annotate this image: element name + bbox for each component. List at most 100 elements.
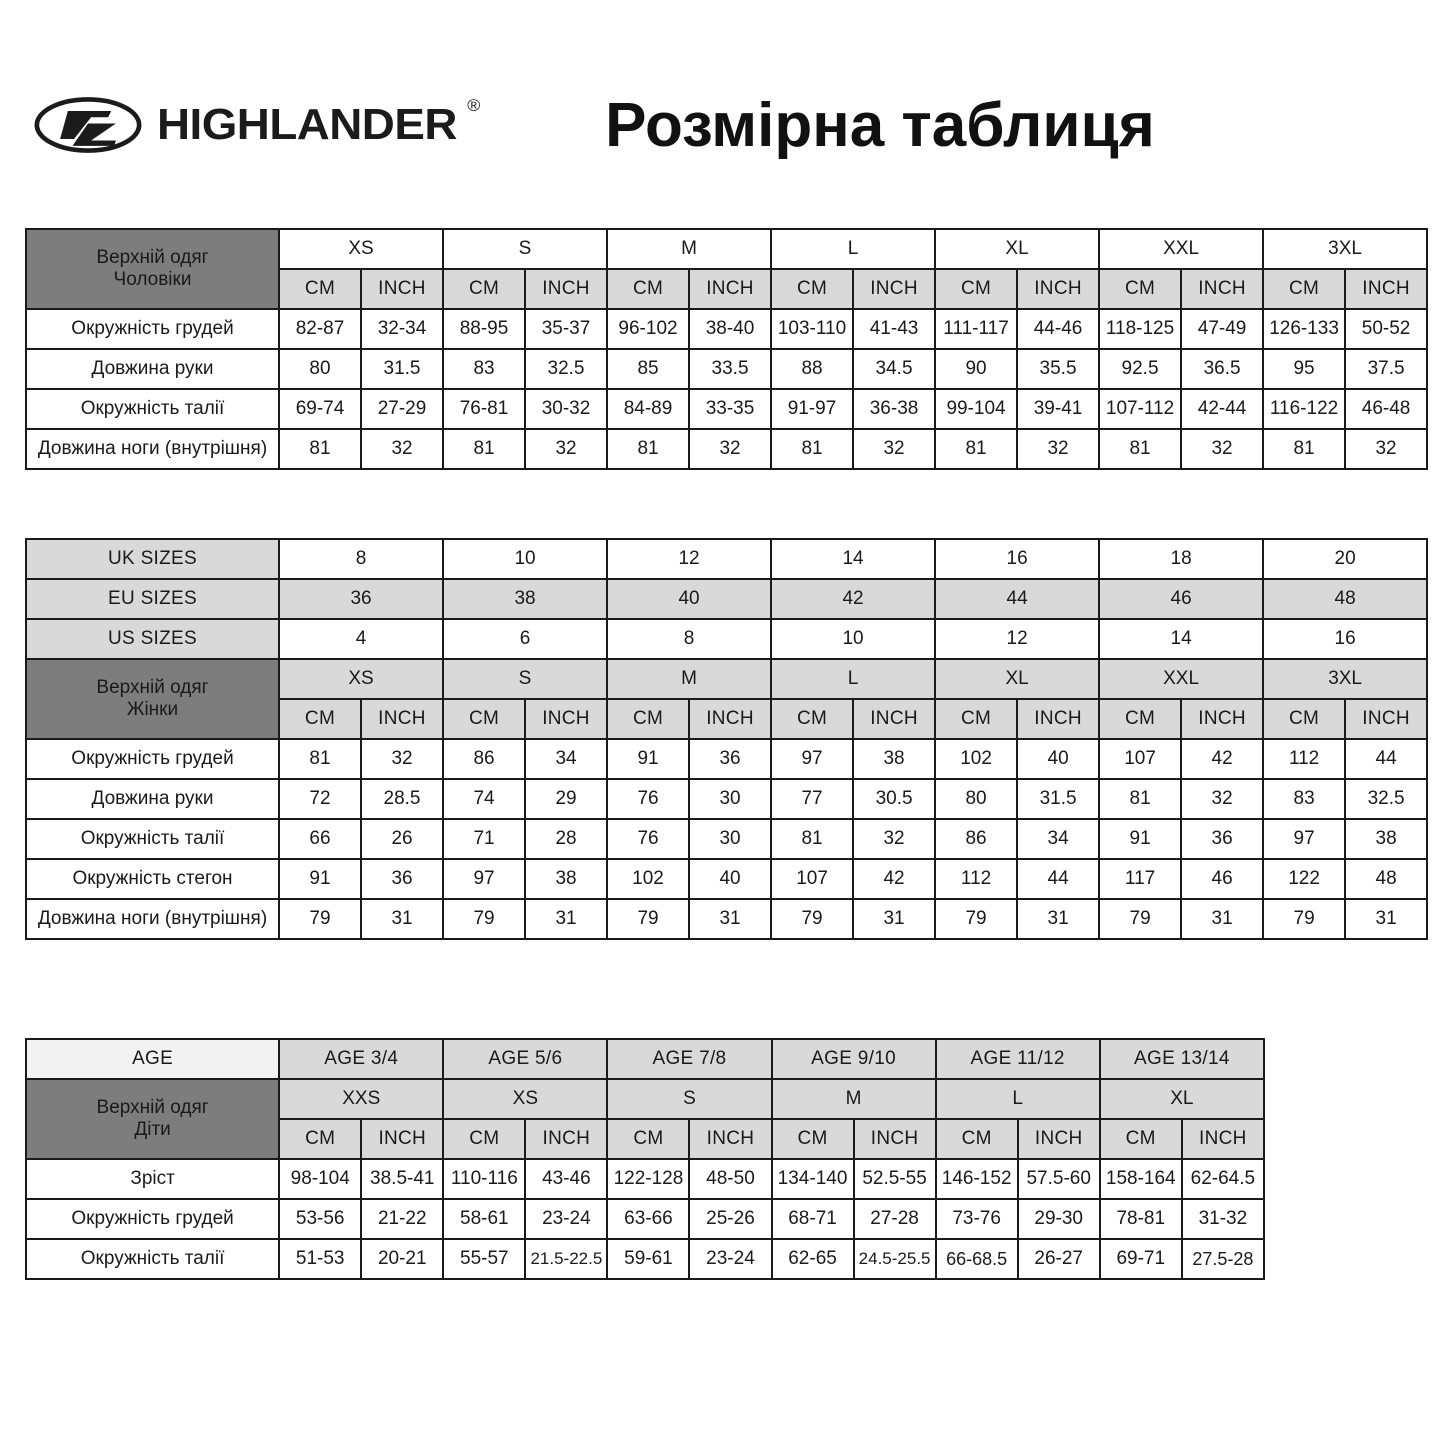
measurement-value: 24.5-25.5 bbox=[852, 1238, 937, 1280]
unit-header-cell: CM bbox=[1262, 268, 1347, 310]
eu-size-value: 44 bbox=[934, 578, 1101, 620]
measurement-value: 32 bbox=[1016, 428, 1101, 470]
us-size-value: 16 bbox=[1262, 618, 1429, 660]
measurement-value: 73-76 bbox=[934, 1198, 1019, 1240]
brand-wordmark-text: HIGHLANDER bbox=[157, 100, 457, 149]
mens-table-corner-label: Верхній одяг Чоловіки bbox=[25, 228, 280, 310]
unit-header-cell: CM bbox=[278, 268, 362, 310]
measurement-value: 42-44 bbox=[1180, 388, 1265, 430]
measurement-value: 110-116 bbox=[442, 1158, 527, 1200]
measurement-value: 158-164 bbox=[1098, 1158, 1183, 1200]
measurement-label: Довжина ноги (внутрішня) bbox=[25, 428, 280, 470]
measurement-value: 33.5 bbox=[688, 348, 773, 390]
measurement-value: 32 bbox=[524, 428, 609, 470]
unit-header-cell: CM bbox=[442, 268, 527, 310]
unit-header-cell: CM bbox=[934, 698, 1019, 740]
size-header-cell: M bbox=[606, 228, 773, 270]
measurement-value: 32 bbox=[359, 428, 445, 470]
size-header-cell: M bbox=[770, 1078, 937, 1120]
age-header-cell: AGE 11/12 bbox=[934, 1038, 1101, 1080]
table-row-eu-sizes: EU SIZES 36 38 40 42 44 46 48 bbox=[25, 578, 1429, 620]
measurement-value: 58-61 bbox=[442, 1198, 527, 1240]
measurement-value: 26-27 bbox=[1016, 1238, 1101, 1280]
measurement-value: 30 bbox=[688, 778, 773, 820]
measurement-value: 38 bbox=[852, 738, 937, 780]
unit-header-cell: CM bbox=[1098, 1118, 1183, 1160]
unit-header-cell: INCH bbox=[1344, 698, 1429, 740]
uk-size-value: 8 bbox=[277, 538, 445, 580]
measurement-value: 79 bbox=[1262, 898, 1347, 940]
age-header-cell: AGE 7/8 bbox=[606, 1038, 773, 1080]
unit-header-cell: INCH bbox=[1180, 268, 1265, 310]
age-header-cell: AGE 3/4 bbox=[278, 1038, 445, 1080]
uk-sizes-label: UK SIZES bbox=[25, 538, 280, 580]
highlander-emblem-icon bbox=[33, 94, 143, 156]
age-header-cell: AGE 5/6 bbox=[442, 1038, 609, 1080]
unit-header-cell: CM bbox=[934, 268, 1019, 310]
measurement-value: 50-52 bbox=[1344, 308, 1429, 350]
measurement-value: 74 bbox=[442, 778, 527, 820]
measurement-value: 79 bbox=[606, 898, 691, 940]
measurement-value: 66 bbox=[278, 818, 362, 860]
measurement-value: 81 bbox=[1098, 428, 1183, 470]
size-header-cell: XL bbox=[1098, 1078, 1266, 1120]
measurement-value: 21-22 bbox=[360, 1198, 445, 1240]
measurement-value: 38-40 bbox=[688, 308, 773, 350]
measurement-value: 81 bbox=[770, 818, 855, 860]
measurement-value: 32 bbox=[359, 738, 445, 780]
eu-size-value: 46 bbox=[1098, 578, 1265, 620]
measurement-value: 63-66 bbox=[606, 1198, 691, 1240]
measurement-value: 44 bbox=[1016, 858, 1101, 900]
unit-header-cell: CM bbox=[442, 698, 527, 740]
table-row-units: CM INCH CM INCH CM INCH CM INCH CM INCH … bbox=[26, 268, 1429, 310]
measurement-value: 32 bbox=[852, 818, 937, 860]
measurement-value: 30 bbox=[688, 818, 773, 860]
measurement-value: 81 bbox=[934, 428, 1019, 470]
eu-size-value: 48 bbox=[1262, 578, 1429, 620]
table-row-units: CM INCH CM INCH CM INCH CM INCH CM INCH … bbox=[26, 698, 1429, 740]
unit-header-cell: INCH bbox=[1016, 268, 1101, 310]
uk-size-value: 20 bbox=[1262, 538, 1429, 580]
measurement-value: 37.5 bbox=[1344, 348, 1429, 390]
measurement-value: 28.5 bbox=[359, 778, 445, 820]
unit-header-cell: CM bbox=[770, 698, 855, 740]
measurement-value: 40 bbox=[1016, 738, 1101, 780]
table-row-sizes: Верхній одяг Чоловіки XS S M L XL XXL 3X… bbox=[25, 228, 1429, 310]
measurement-value: 31 bbox=[524, 898, 609, 940]
unit-header-cell: INCH bbox=[688, 268, 773, 310]
unit-header-cell: INCH bbox=[524, 698, 609, 740]
measurement-value: 41-43 bbox=[852, 308, 937, 350]
measurement-value: 80 bbox=[934, 778, 1019, 820]
measurement-value: 31 bbox=[1344, 898, 1429, 940]
measurement-value: 35.5 bbox=[1016, 348, 1101, 390]
measurement-value: 31 bbox=[688, 898, 773, 940]
measurement-value: 117 bbox=[1098, 858, 1183, 900]
size-header-cell: L bbox=[770, 228, 937, 270]
measurement-value: 31-32 bbox=[1180, 1198, 1266, 1240]
measurement-value: 86 bbox=[934, 818, 1019, 860]
measurement-value: 47-49 bbox=[1180, 308, 1265, 350]
size-header-cell: XXS bbox=[278, 1078, 445, 1120]
measurement-value: 78-81 bbox=[1098, 1198, 1183, 1240]
measurement-value: 42 bbox=[1180, 738, 1265, 780]
measurement-value: 103-110 bbox=[770, 308, 855, 350]
measurement-value: 32 bbox=[1180, 778, 1265, 820]
unit-header-cell: INCH bbox=[688, 1118, 773, 1160]
measurement-value: 21.5-22.5 bbox=[524, 1238, 609, 1280]
measurement-value: 79 bbox=[770, 898, 855, 940]
measurement-value: 36 bbox=[359, 858, 445, 900]
unit-header-cell: INCH bbox=[1344, 268, 1429, 310]
measurement-value: 28 bbox=[524, 818, 609, 860]
eu-sizes-label: EU SIZES bbox=[25, 578, 280, 620]
size-header-cell: XL bbox=[934, 228, 1101, 270]
measurement-value: 81 bbox=[1262, 428, 1347, 470]
measurement-label: Окружність талії bbox=[25, 388, 280, 430]
measurement-value: 39-41 bbox=[1016, 388, 1101, 430]
measurement-value: 30.5 bbox=[852, 778, 937, 820]
measurement-value: 31 bbox=[1180, 898, 1265, 940]
table-row-units: CM INCH CM INCH CM INCH CM INCH CM INCH … bbox=[26, 1118, 1266, 1160]
measurement-value: 91 bbox=[606, 738, 691, 780]
unit-header-cell: INCH bbox=[1180, 1118, 1266, 1160]
measurement-value: 34 bbox=[524, 738, 609, 780]
measurement-label: Окружність грудей bbox=[25, 308, 280, 350]
